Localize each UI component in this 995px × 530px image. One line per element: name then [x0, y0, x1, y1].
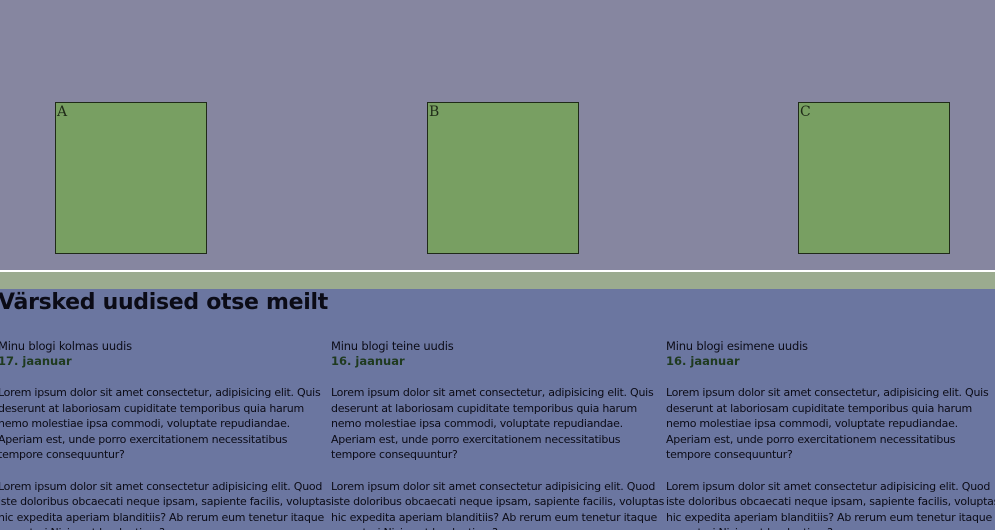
post-title: Minu blogi kolmas uudis	[0, 339, 132, 353]
divider-band	[0, 272, 995, 289]
divider	[0, 270, 995, 272]
post-paragraph: Lorem ipsum dolor sit amet consectetur a…	[666, 479, 995, 530]
news-post: Minu blogi esimene uudis 16. jaanuar Lor…	[666, 339, 995, 530]
post-date: 17. jaanuar	[0, 354, 72, 368]
post-paragraph: Lorem ipsum dolor sit amet consectetur a…	[331, 479, 665, 530]
post-date: 16. jaanuar	[331, 354, 405, 368]
post-title: Minu blogi esimene uudis	[666, 339, 808, 353]
box-a: A	[55, 102, 207, 254]
box-label: B	[429, 104, 440, 120]
news-heading: Värsked uudised otse meilt	[0, 290, 328, 315]
news-section: Värsked uudised otse meilt Minu blogi ko…	[0, 289, 995, 530]
news-post: Minu blogi kolmas uudis 17. jaanuar Lore…	[0, 339, 332, 530]
post-paragraph: Lorem ipsum dolor sit amet consectetur, …	[666, 386, 989, 461]
news-post: Minu blogi teine uudis 16. jaanuar Lorem…	[331, 339, 665, 530]
post-date: 16. jaanuar	[666, 354, 740, 368]
box-label: C	[800, 104, 811, 120]
box-label: A	[57, 104, 68, 120]
post-paragraph: Lorem ipsum dolor sit amet consectetur, …	[0, 386, 321, 461]
box-b: B	[427, 102, 579, 254]
top-section: A B C	[55, 102, 950, 254]
post-paragraph: Lorem ipsum dolor sit amet consectetur a…	[0, 479, 332, 530]
box-c: C	[798, 102, 950, 254]
post-title: Minu blogi teine uudis	[331, 339, 454, 353]
post-paragraph: Lorem ipsum dolor sit amet consectetur, …	[331, 386, 654, 461]
